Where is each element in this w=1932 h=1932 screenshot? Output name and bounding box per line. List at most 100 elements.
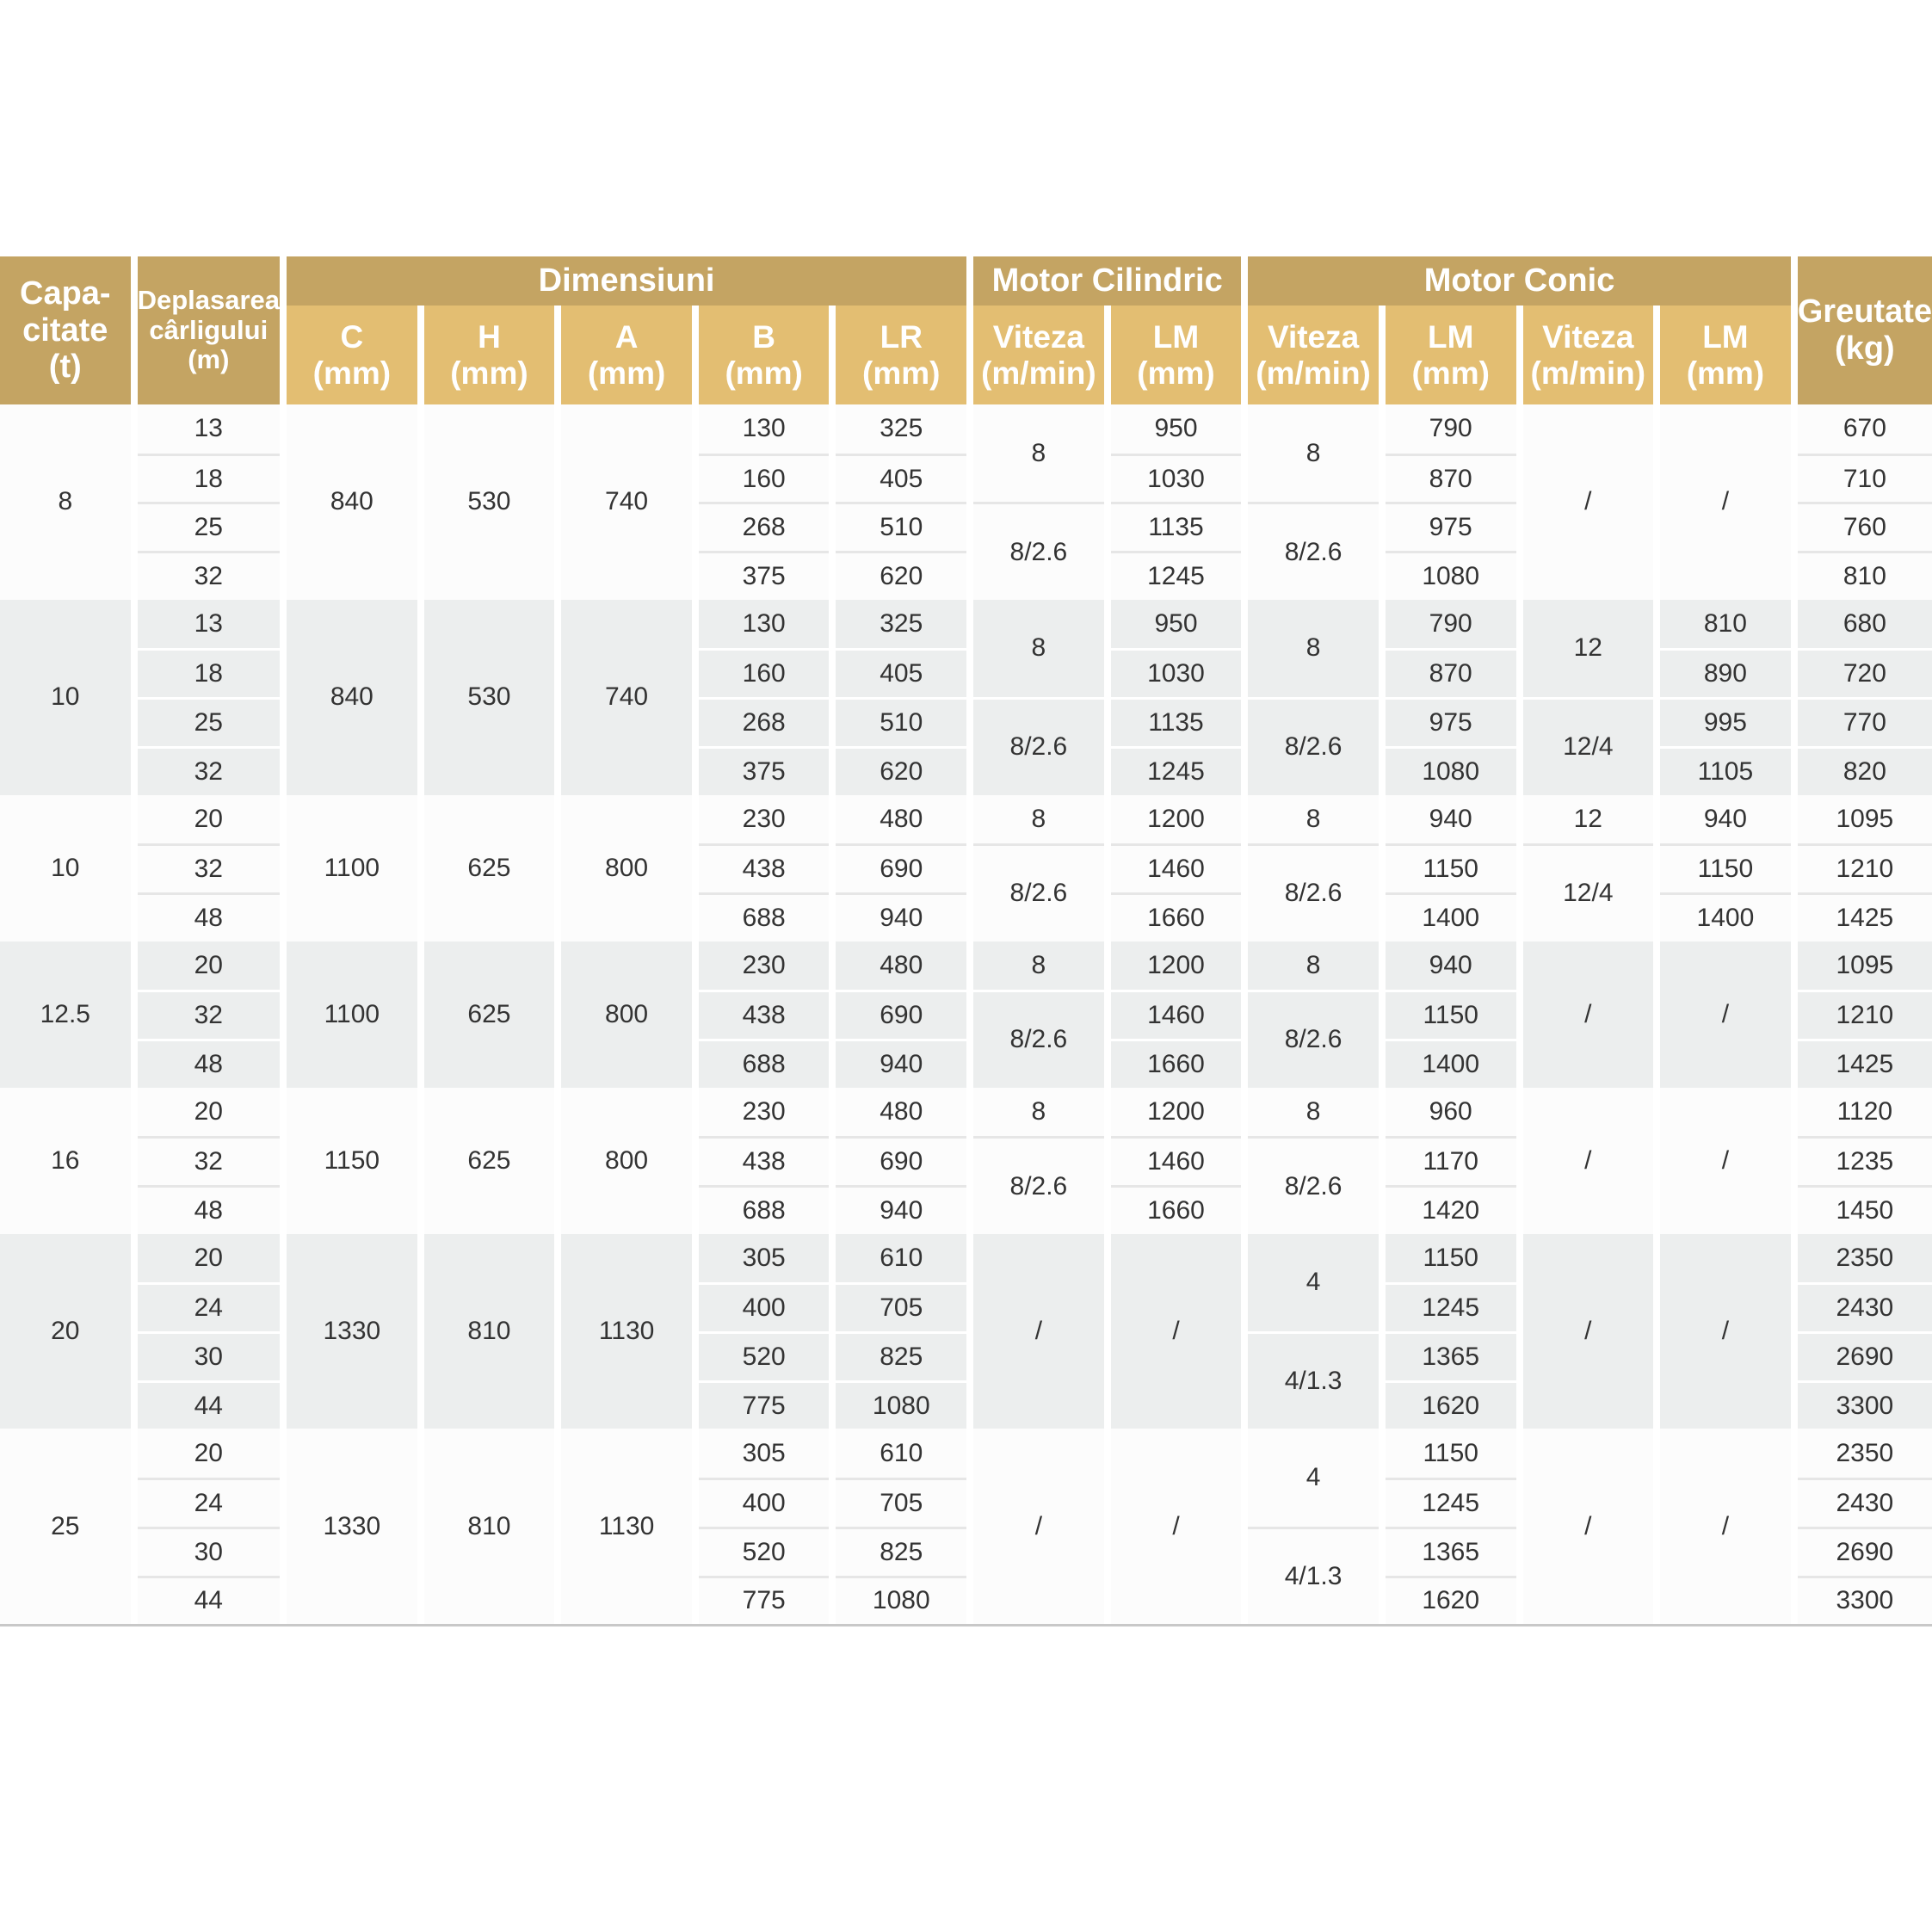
table-cell: 30: [137, 1526, 281, 1576]
table-cell: 20: [137, 1087, 281, 1137]
table-cell: 625: [423, 941, 555, 1088]
table-cell: 810: [423, 1429, 555, 1625]
table-cell: 2690: [1797, 1526, 1932, 1576]
table-cell: /: [973, 1233, 1104, 1429]
table-cell: 1080: [836, 1380, 967, 1429]
table-cell: 530: [423, 404, 555, 600]
table-cell: 48: [137, 892, 281, 941]
table-cell: 800: [561, 1087, 692, 1234]
table-cell: 1030: [1110, 453, 1242, 503]
table-cell: 8: [973, 599, 1104, 698]
table-cell: 32: [137, 843, 281, 892]
table-cell: 810: [423, 1233, 555, 1429]
table-cell: /: [1522, 404, 1654, 600]
table-cell: 480: [836, 1087, 967, 1137]
table-cell: 510: [836, 502, 967, 552]
table-cell: 1150: [1385, 1429, 1516, 1478]
table-cell: /: [1660, 1429, 1791, 1625]
table-cell: 268: [698, 502, 830, 552]
table-cell: 2690: [1797, 1331, 1932, 1380]
table-cell: 4: [1248, 1429, 1379, 1527]
table-cell: 32: [137, 1136, 281, 1185]
table-cell: 8: [1248, 794, 1379, 844]
table-cell: 480: [836, 794, 967, 844]
table-cell: 1150: [1385, 990, 1516, 1039]
table-cell: 1365: [1385, 1526, 1516, 1576]
table-cell: 8/2.6: [1248, 697, 1379, 795]
table-cell: 688: [698, 1185, 830, 1234]
table-cell: 8: [973, 794, 1104, 844]
table-cell: 688: [698, 892, 830, 941]
table-cell: 1460: [1110, 990, 1242, 1039]
table-cell: 12: [1522, 599, 1654, 698]
table-cell: 520: [698, 1526, 830, 1576]
table-cell: /: [1522, 1429, 1654, 1625]
table-cell: /: [1660, 404, 1791, 600]
table-cell: 790: [1385, 599, 1516, 649]
table-cell: 20: [137, 1233, 281, 1283]
table-cell: 325: [836, 599, 967, 649]
table-cell: /: [1522, 1087, 1654, 1234]
table-cell: /: [1110, 1429, 1242, 1625]
table-cell: 620: [836, 551, 967, 600]
table-cell: 4: [1248, 1233, 1379, 1332]
table-cell: 12.5: [0, 941, 131, 1088]
table-cell: 8: [973, 941, 1104, 991]
table-cell: 375: [698, 551, 830, 600]
table-cell: 1245: [1385, 1478, 1516, 1527]
header-capacity: Capa- citate (t): [0, 256, 131, 404]
table-cell: /: [1110, 1233, 1242, 1429]
table-cell: 740: [561, 599, 692, 795]
table-cell: 20: [137, 794, 281, 844]
table-cell: 870: [1385, 648, 1516, 698]
table-cell: 770: [1797, 697, 1932, 746]
table-cell: 1120: [1797, 1087, 1932, 1137]
subheader-3: B (mm): [698, 306, 830, 404]
table-cell: 12/4: [1522, 697, 1654, 795]
table-cell: 940: [1385, 794, 1516, 844]
table-cell: 620: [836, 745, 967, 795]
table-cell: 8: [0, 404, 131, 600]
table-cell: 1400: [1385, 1038, 1516, 1088]
table-cell: 268: [698, 697, 830, 746]
header-hook-travel: Deplasarea cârligului (m): [137, 256, 281, 404]
table-cell: 940: [1660, 794, 1791, 844]
table-cell: 30: [137, 1331, 281, 1380]
table-cell: 160: [698, 648, 830, 698]
table-cell: 10: [0, 794, 131, 941]
table-cell: 2350: [1797, 1233, 1932, 1283]
table-cell: 4/1.3: [1248, 1331, 1379, 1429]
table-cell: 1210: [1797, 990, 1932, 1039]
table-cell: 48: [137, 1038, 281, 1088]
table-cell: 975: [1385, 502, 1516, 552]
table-cell: 1170: [1385, 1136, 1516, 1185]
table-cell: 18: [137, 453, 281, 503]
table-cell: 720: [1797, 648, 1932, 698]
table-cell: 705: [836, 1282, 967, 1332]
subheader-10: LM (mm): [1660, 306, 1791, 404]
table-cell: 1150: [1385, 843, 1516, 892]
table-cell: 820: [1797, 745, 1932, 795]
table-cell: 438: [698, 990, 830, 1039]
table-cell: 775: [698, 1575, 830, 1625]
table-cell: 4/1.3: [1248, 1526, 1379, 1625]
table-cell: 1030: [1110, 648, 1242, 698]
table-cell: 24: [137, 1282, 281, 1332]
table-cell: 625: [423, 1087, 555, 1234]
table-cell: 10: [0, 599, 131, 795]
specifications-table: Capa- citate (t) Deplasarea cârligului (…: [0, 256, 1932, 1673]
table-cell: 32: [137, 990, 281, 1039]
table-cell: 16: [0, 1087, 131, 1234]
table-cell: 825: [836, 1331, 967, 1380]
table-cell: 8/2.6: [1248, 843, 1379, 941]
table-cell: 400: [698, 1478, 830, 1527]
table-cell: 1365: [1385, 1331, 1516, 1380]
table-cell: 1660: [1110, 1038, 1242, 1088]
table-cell: 3300: [1797, 1575, 1932, 1625]
table-cell: 1400: [1385, 892, 1516, 941]
table-cell: 25: [0, 1429, 131, 1625]
table-cell: 890: [1660, 648, 1791, 698]
table-cell: 610: [836, 1429, 967, 1478]
table-cell: 13: [137, 404, 281, 454]
table-cell: 690: [836, 990, 967, 1039]
